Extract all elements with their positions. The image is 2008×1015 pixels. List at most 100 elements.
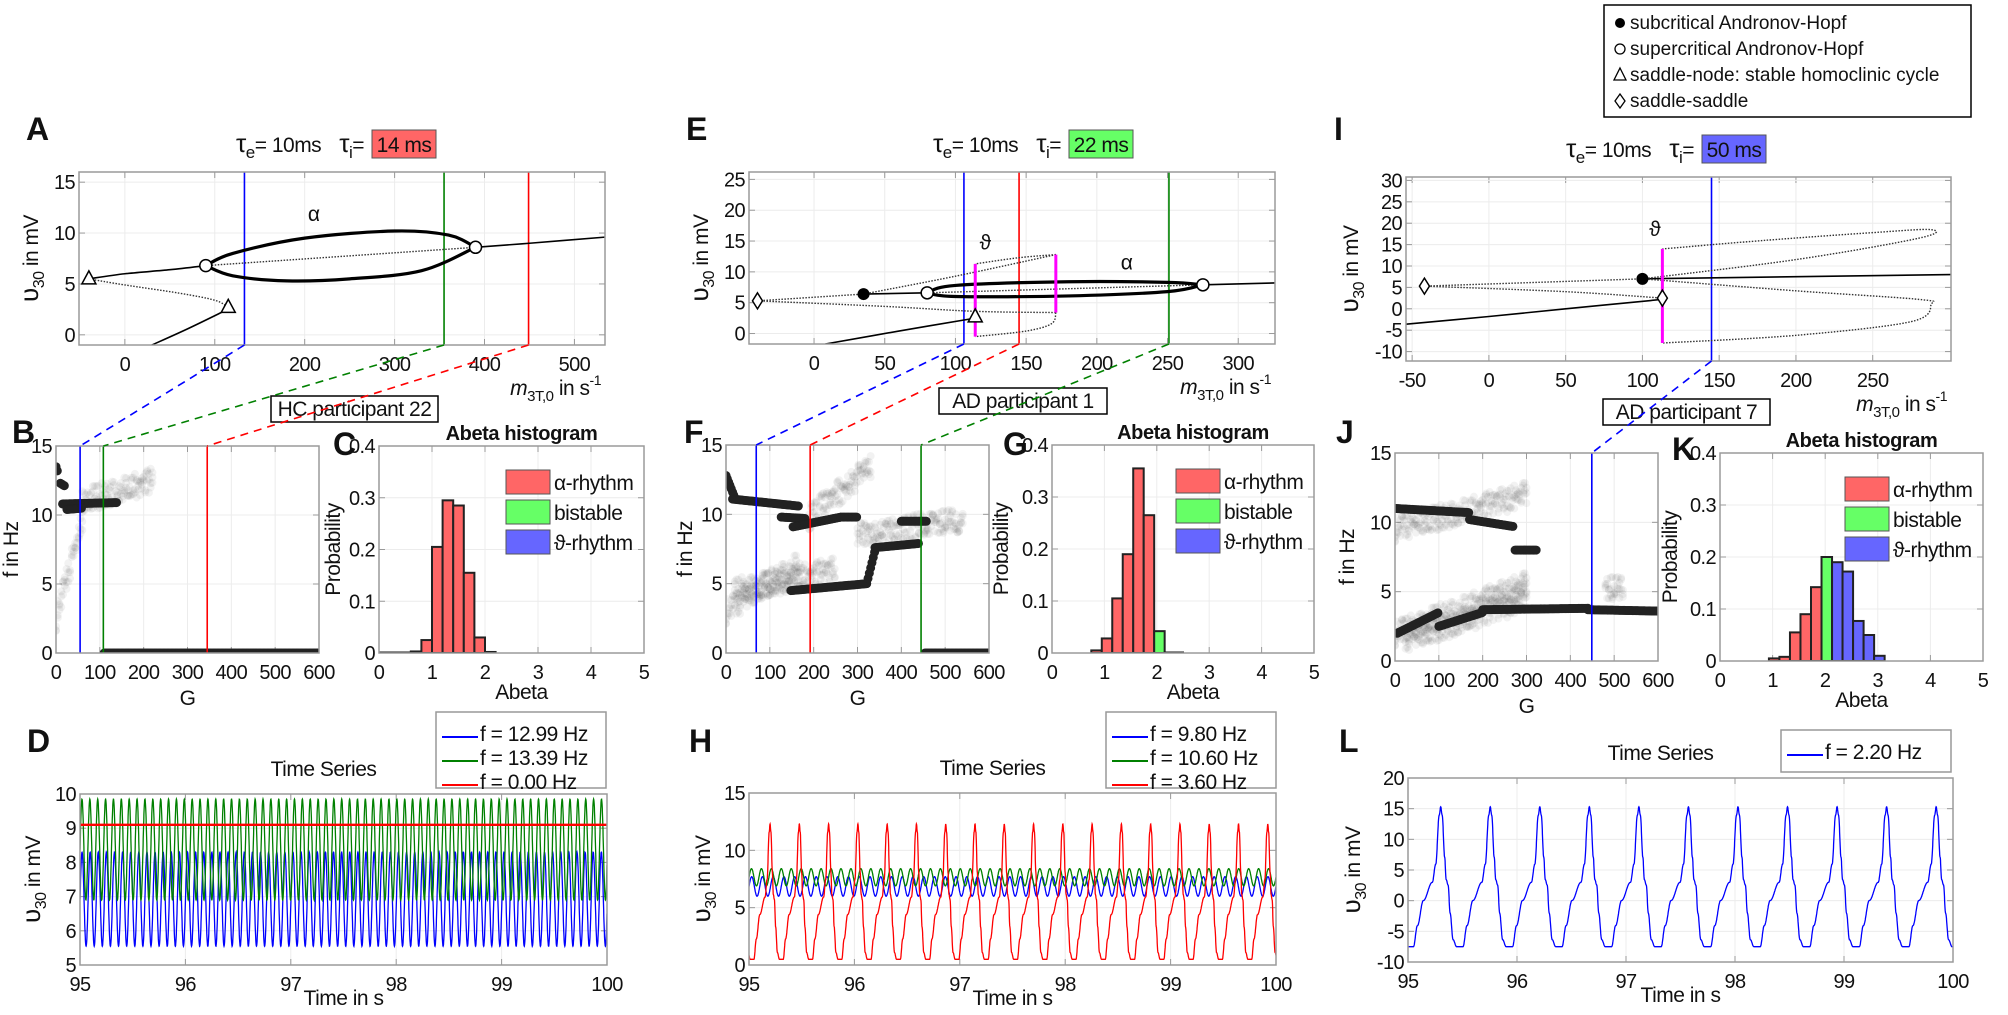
y-tick-label: 10: [701, 504, 723, 526]
faint-frequency-dot: [956, 519, 965, 528]
faint-frequency-dot: [1617, 575, 1626, 584]
faint-frequency-dot: [1445, 633, 1454, 642]
faint-frequency-dot: [1401, 511, 1410, 520]
faint-frequency-dot: [1395, 533, 1399, 542]
curve-annotation: α: [308, 203, 320, 226]
faint-frequency-dot: [850, 487, 859, 496]
legend-label: ϑ-rhythm: [1224, 531, 1303, 554]
faint-frequency-dot: [854, 466, 863, 475]
faint-frequency-dot: [730, 585, 739, 594]
faint-frequency-dot: [857, 519, 866, 528]
faint-frequency-dot: [137, 474, 146, 483]
faint-frequency-dot: [956, 514, 965, 523]
faint-frequency-dot: [767, 577, 776, 586]
faint-frequency-dot: [741, 584, 750, 593]
faint-frequency-dot: [1513, 592, 1522, 601]
faint-frequency-dot: [863, 466, 872, 475]
x-tick-label: -50: [1399, 370, 1427, 392]
plot-title: τe= 10ms τi=: [1566, 133, 1694, 167]
faint-frequency-dot: [847, 488, 856, 497]
faint-frequency-dot: [141, 488, 150, 497]
faint-frequency-dot: [1518, 481, 1527, 490]
faint-frequency-dot: [1447, 597, 1456, 606]
x-tick-label: 100: [84, 662, 116, 684]
faint-frequency-dot: [1501, 594, 1510, 603]
faint-frequency-dot: [1448, 629, 1457, 638]
faint-frequency-dot: [958, 519, 967, 528]
x-tick-label: 5: [639, 662, 650, 684]
faint-frequency-dot: [739, 593, 748, 602]
faint-frequency-dot: [1478, 495, 1487, 504]
faint-frequency-dot: [1443, 627, 1452, 636]
faint-frequency-dot: [56, 601, 64, 610]
faint-frequency-dot: [776, 589, 785, 598]
faint-frequency-dot: [739, 577, 748, 586]
faint-frequency-dot: [772, 575, 781, 584]
faint-frequency-dot: [1443, 517, 1452, 526]
ylabel-unit: in mV: [20, 214, 43, 271]
faint-frequency-dot: [1606, 590, 1615, 599]
ylabel-symbol: υ: [1336, 900, 1366, 914]
y-tick-label: 10: [54, 223, 76, 245]
faint-frequency-dot: [795, 568, 804, 577]
faint-frequency-dot: [66, 574, 75, 583]
faint-frequency-dot: [106, 483, 115, 492]
x-tick-label: 96: [844, 974, 866, 996]
y-tick-label: 0: [734, 324, 745, 346]
faint-frequency-dot: [122, 478, 131, 487]
dominant-frequency-dot: [793, 501, 803, 511]
ylabel-symbol: υ: [686, 909, 716, 923]
faint-frequency-dot: [767, 565, 776, 574]
faint-frequency-dot: [144, 475, 153, 484]
faint-frequency-dot: [1443, 515, 1452, 524]
faint-frequency-dot: [1608, 593, 1617, 602]
faint-frequency-dot: [1395, 641, 1399, 650]
faint-frequency-dot: [1454, 628, 1463, 637]
faint-frequency-dot: [1410, 632, 1419, 641]
faint-frequency-dot: [1515, 488, 1524, 497]
panel-label: I: [1334, 111, 1343, 147]
faint-frequency-dot: [1401, 524, 1410, 533]
y-tick-label: 15: [724, 231, 746, 253]
faint-frequency-dot: [137, 480, 146, 489]
faint-frequency-dot: [1489, 490, 1498, 499]
faint-frequency-dot: [906, 527, 915, 536]
faint-frequency-dot: [1419, 639, 1428, 648]
tau-e-value: = 10ms: [1585, 139, 1651, 162]
faint-frequency-dot: [824, 491, 833, 500]
faint-frequency-dot: [1492, 500, 1501, 509]
faint-frequency-dot: [779, 580, 788, 589]
legend-label: f = 9.80 Hz: [1150, 723, 1247, 746]
faint-frequency-dot: [830, 564, 839, 573]
faint-frequency-dot: [1613, 584, 1622, 593]
faint-frequency-dot: [729, 591, 738, 600]
faint-frequency-dot: [1422, 629, 1431, 638]
faint-frequency-dot: [853, 524, 862, 533]
tau-i-value: 22 ms: [1074, 134, 1129, 157]
faint-frequency-dot: [56, 605, 64, 614]
faint-frequency-dot: [797, 566, 806, 575]
faint-frequency-dot: [1497, 590, 1506, 599]
faint-frequency-dot: [1611, 574, 1620, 583]
ylabel-subscript: 30: [1351, 281, 1368, 298]
faint-frequency-dot: [1401, 614, 1410, 623]
y-tick-label: 7: [65, 887, 76, 909]
faint-frequency-dot: [762, 570, 771, 579]
tau-i-equals: =: [1049, 134, 1061, 157]
faint-frequency-dot: [862, 529, 871, 538]
faint-frequency-dot: [1468, 620, 1477, 629]
faint-frequency-dot: [132, 493, 141, 502]
faint-frequency-dot: [1513, 488, 1522, 497]
faint-frequency-dot: [1457, 627, 1466, 636]
y-axis-label: f in Hz: [674, 521, 697, 577]
faint-frequency-dot: [764, 591, 773, 600]
panel-label: J: [1336, 414, 1354, 450]
faint-frequency-dot: [1501, 597, 1510, 606]
faint-frequency-dot: [1417, 526, 1426, 535]
dotted-branch-curve: [975, 253, 1056, 265]
faint-frequency-dot: [886, 519, 895, 528]
faint-frequency-dot: [934, 514, 943, 523]
panel-label: D: [27, 723, 50, 759]
legend-label: supercritical Andronov-Hopf: [1630, 39, 1864, 60]
